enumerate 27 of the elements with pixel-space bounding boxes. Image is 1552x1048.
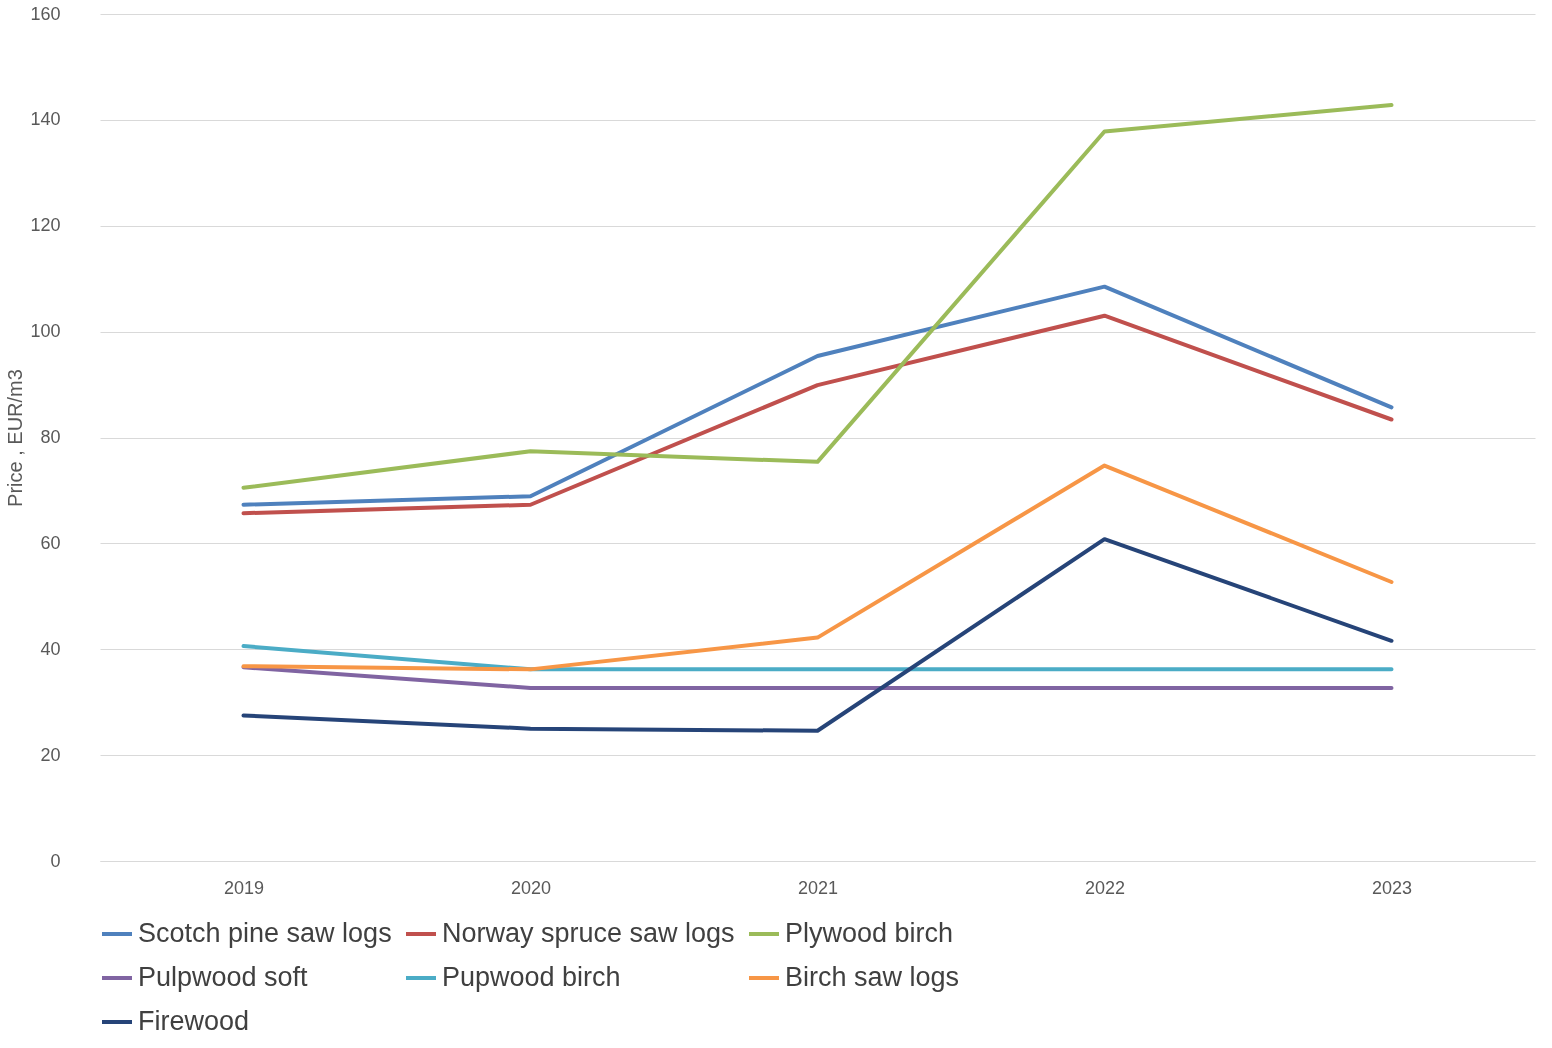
y-tick-label: 40 bbox=[40, 638, 61, 659]
x-tick-label: 2021 bbox=[797, 877, 839, 898]
legend-label: Norway spruce saw logs bbox=[442, 918, 735, 948]
line-series bbox=[241, 463, 1394, 672]
legend-label: Pupwood birch bbox=[442, 962, 621, 992]
y-tick-label: 80 bbox=[40, 427, 61, 447]
legend-label: Plywood birch bbox=[785, 918, 954, 948]
y-tick-label: 60 bbox=[40, 532, 61, 553]
x-tick-label: 2019 bbox=[223, 877, 265, 898]
line-series bbox=[241, 103, 1394, 490]
x-tick-label: 2022 bbox=[1084, 877, 1126, 898]
line-series bbox=[241, 537, 1394, 733]
legend-label: Pulpwood soft bbox=[138, 962, 309, 992]
x-tick-label: 2023 bbox=[1371, 877, 1413, 898]
y-tick-label: 20 bbox=[40, 744, 61, 765]
legend-label: Firewood bbox=[138, 1006, 250, 1036]
line-series bbox=[241, 313, 1394, 516]
y-tick-label: 160 bbox=[30, 3, 61, 24]
y-tick-label: 140 bbox=[30, 109, 61, 130]
y-tick-label: 100 bbox=[30, 321, 61, 342]
legend-label: Scotch pine saw logs bbox=[138, 918, 392, 948]
line-series bbox=[241, 284, 1394, 507]
y-axis-title: Price , EUR/m3 bbox=[4, 369, 27, 507]
x-tick-label: 2020 bbox=[510, 877, 552, 898]
y-tick-label: 120 bbox=[30, 215, 61, 236]
y-tick-label: 0 bbox=[50, 850, 61, 871]
legend-label: Birch saw logs bbox=[785, 962, 960, 992]
